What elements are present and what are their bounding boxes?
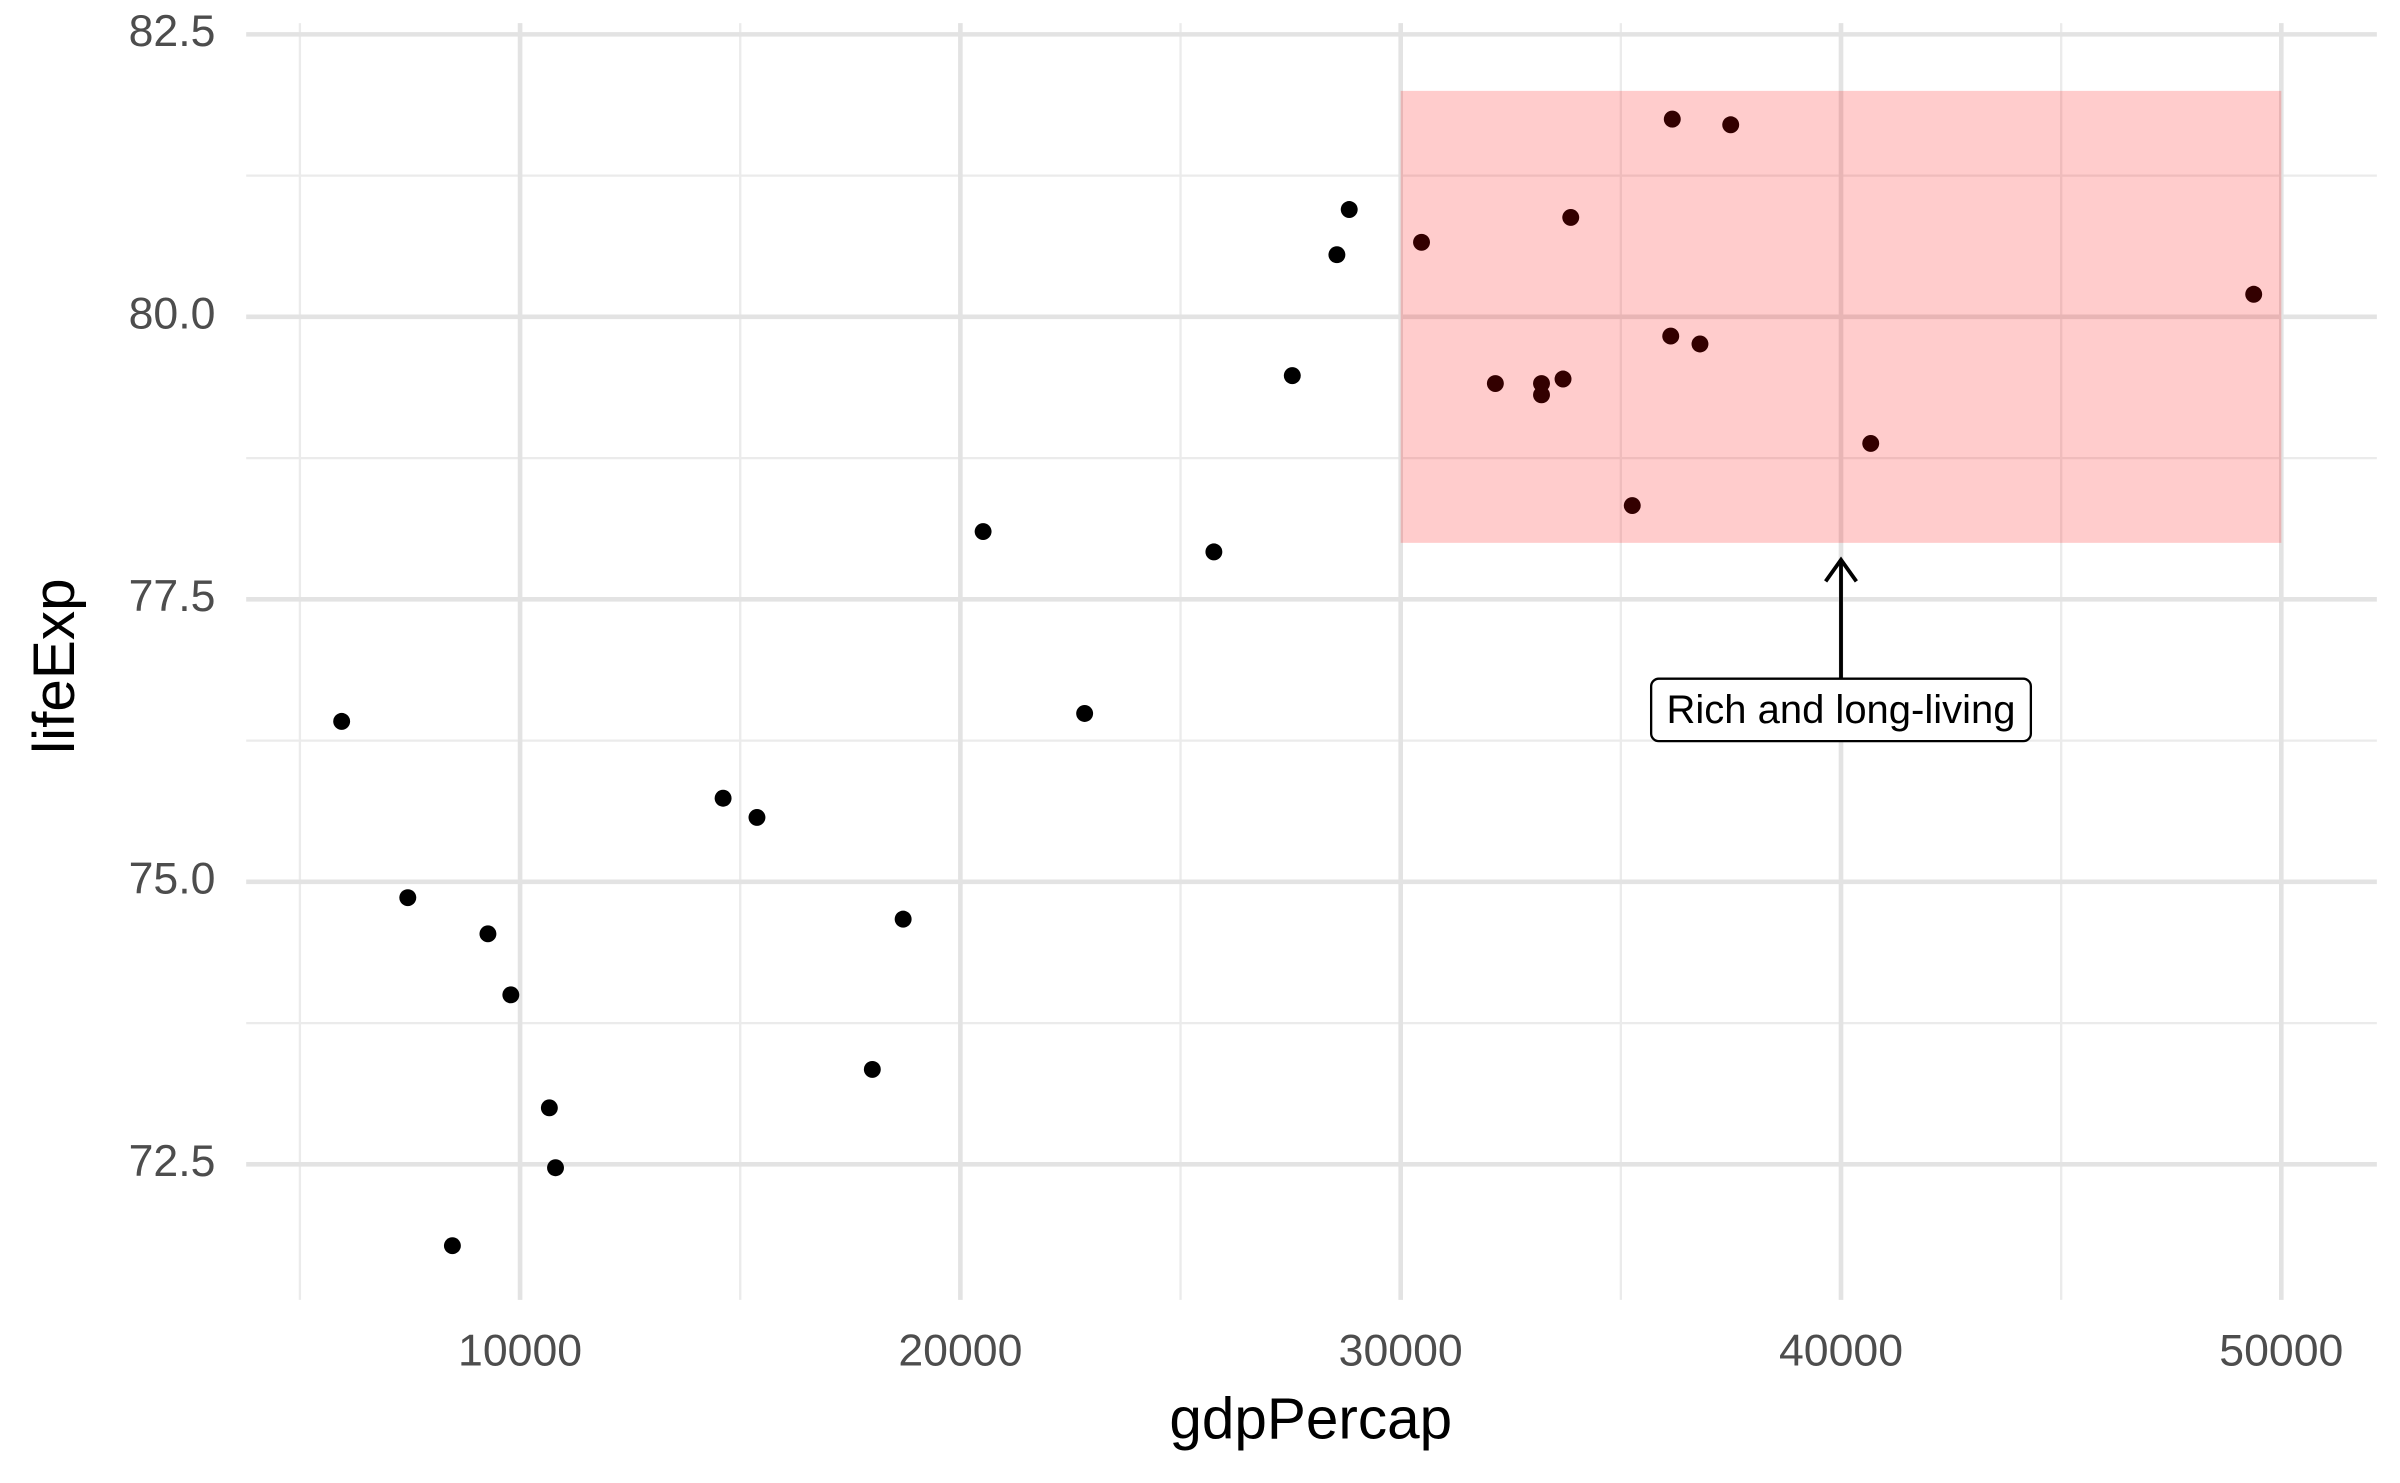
point — [1663, 110, 1681, 128]
y-tick-label: 77.5 — [129, 572, 216, 621]
point — [974, 523, 992, 541]
annotation-label: Rich and long-living — [1667, 688, 2016, 732]
point — [540, 1099, 558, 1117]
point — [502, 986, 520, 1004]
point — [1205, 543, 1223, 561]
point — [1533, 386, 1550, 404]
point — [1413, 233, 1430, 251]
point — [1486, 375, 1504, 392]
point — [547, 1159, 564, 1177]
point — [1328, 246, 1346, 264]
point — [1283, 367, 1301, 385]
point — [1722, 116, 1740, 134]
point — [2245, 285, 2263, 303]
point — [479, 925, 497, 943]
point — [1554, 370, 1572, 388]
y-tick-label: 75.0 — [129, 855, 216, 904]
point — [1562, 208, 1580, 226]
x-tick-label: 50000 — [2219, 1327, 2343, 1376]
x-tick-label: 20000 — [898, 1327, 1022, 1376]
point — [1662, 327, 1680, 345]
x-axis-title: gdpPercap — [1169, 1386, 1452, 1451]
point — [1862, 434, 1880, 452]
point — [1691, 335, 1709, 353]
point — [1340, 201, 1358, 218]
point — [333, 712, 351, 730]
highlight-region — [1400, 90, 2282, 543]
point — [443, 1237, 461, 1255]
point — [748, 808, 766, 826]
x-tick-label: 30000 — [1339, 1327, 1463, 1376]
point — [399, 889, 417, 907]
y-tick-label: 72.5 — [129, 1137, 216, 1186]
annotation-arrowhead — [1824, 556, 1858, 583]
point — [1623, 497, 1641, 515]
point — [894, 910, 912, 928]
point — [714, 789, 732, 807]
annotation-box — [1649, 677, 2033, 743]
y-tick-label: 80.0 — [129, 290, 216, 339]
y-tick-label: 82.5 — [129, 7, 216, 56]
x-tick-label: 40000 — [1779, 1327, 1903, 1376]
x-tick-label: 10000 — [458, 1327, 582, 1376]
point — [863, 1060, 881, 1078]
point — [1076, 705, 1094, 722]
y-axis-title: lifeExp — [22, 578, 87, 753]
